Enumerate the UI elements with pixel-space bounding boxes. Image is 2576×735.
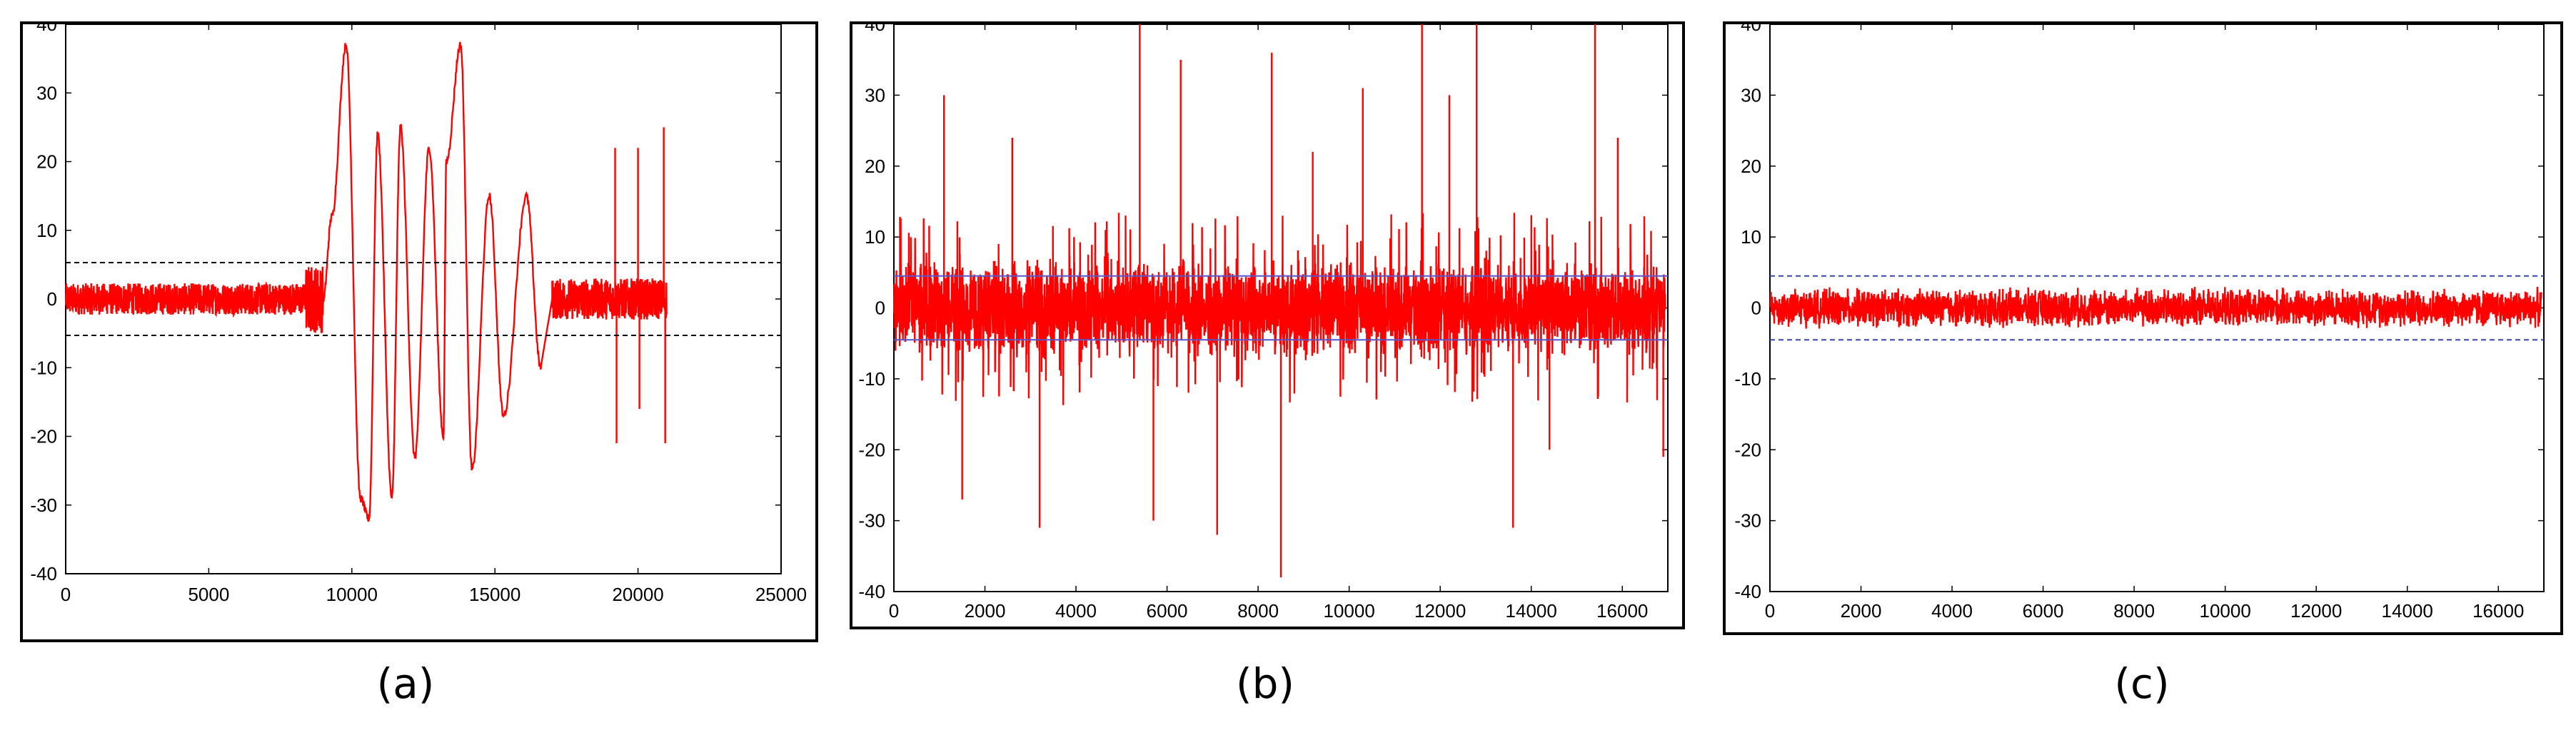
x-tick-label: 5000 [188,584,229,605]
x-tick-label: 14000 [1506,600,1557,622]
x-tick-label: 10000 [1323,600,1374,622]
caption-a: (a) [376,659,435,708]
y-tick-label: 20 [36,151,57,173]
y-tick-label: 0 [875,298,885,319]
x-tick-label: 6000 [2023,600,2064,622]
chart-panel-c: 0 2000 4000 6000 8000 10000 12000 14000 16000 40 3… [1723,21,2563,635]
x-tick-label: 8000 [2113,600,2155,622]
x-tick-label: 14000 [2382,600,2433,622]
y-tick-label: 40 [1741,24,1761,35]
y-tick-label: -30 [858,510,885,532]
y-tick-label: -20 [858,439,885,460]
x-tick-label: 0 [61,584,71,605]
x-tick-label: 2000 [965,600,1006,622]
y-tick-label: 0 [1751,298,1761,319]
x-tick-label: 6000 [1147,600,1188,622]
x-tick-label: 12000 [2290,600,2342,622]
y-tick-label: 30 [1741,84,1761,106]
x-tick-label: 2000 [1841,600,1882,622]
x-tick-label: 12000 [1414,600,1466,622]
chart-c-svg: 0 2000 4000 6000 8000 10000 12000 14000 16000 40 3… [1734,24,2545,622]
x-tick-label: 4000 [1055,600,1097,622]
y-tick-label: -40 [30,563,57,584]
y-tick-label: 40 [865,24,885,35]
chart-b-svg: 0 2000 4000 6000 8000 10000 12000 14000 16000 40 3… [858,24,1669,622]
x-tick-label: 16000 [1596,600,1648,622]
y-tick-label: 40 [36,24,57,35]
caption-b: (b) [1235,659,1295,708]
x-tick-label: 16000 [2472,600,2524,622]
x-tick-label: 0 [889,600,899,622]
x-tick-label: 20000 [612,584,663,605]
chart-panel-b: 0 2000 4000 6000 8000 10000 12000 14000 16000 40 3… [850,21,1685,629]
y-tick-label: 10 [1741,226,1761,248]
y-tick-label: 10 [865,226,885,248]
y-tick-label: -20 [1734,439,1761,460]
y-tick-label: -10 [30,357,57,378]
y-tick-label: 20 [865,156,885,177]
caption-c: (c) [2114,659,2170,708]
y-tick-label: -10 [858,368,885,390]
x-tick-label: 15000 [469,584,520,605]
x-tick-label: 25000 [755,584,807,605]
signal-line [1769,286,2542,329]
chart-panel-a: 0 5000 10000 15000 20000 25000 40 30 20 10 0 -10 -20… [20,21,818,642]
y-tick-label: -40 [858,581,885,602]
x-tick-label: 10000 [2199,600,2250,622]
y-tick-label: 30 [36,82,57,103]
y-tick-label: 0 [47,288,57,310]
x-tick-label: 8000 [1237,600,1279,622]
chart-a-svg: 0 5000 10000 15000 20000 25000 40 30 20 10 0 -10 -20… [30,24,807,605]
y-tick-label: -10 [1734,368,1761,390]
signal-line [64,41,668,522]
y-tick-label: 10 [36,220,57,241]
y-tick-label: 20 [1741,156,1761,177]
y-tick-label: -30 [30,495,57,516]
x-tick-label: 10000 [326,584,378,605]
x-tick-label: 0 [1765,600,1775,622]
y-tick-label: -20 [30,426,57,447]
y-tick-label: 30 [865,84,885,106]
y-tick-label: -30 [1734,510,1761,532]
y-tick-label: -40 [1734,581,1761,602]
x-tick-label: 4000 [1931,600,1973,622]
